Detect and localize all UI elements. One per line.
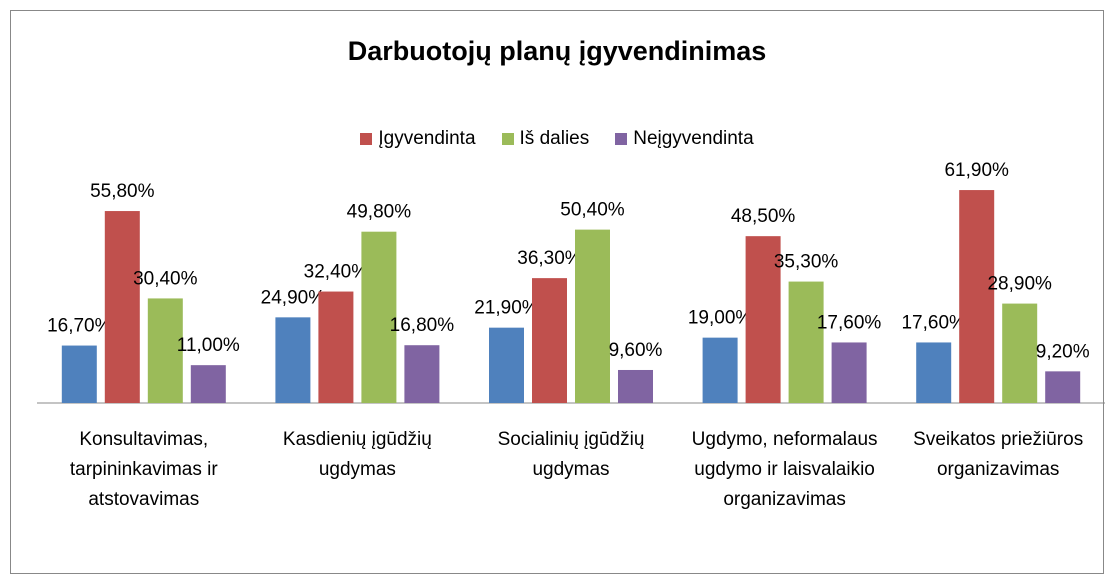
x-tick-label: Sveikatos priežiūros organizavimas <box>913 429 1084 480</box>
chart-title: Darbuotojų planų įgyvendinimas <box>347 36 767 66</box>
data-label: 17,60% <box>817 312 882 333</box>
bar <box>1002 303 1038 403</box>
legend-label: Įgyvendinta <box>378 128 476 149</box>
data-label: 55,80% <box>90 181 155 202</box>
data-label: 32,40% <box>304 262 369 283</box>
data-label: 61,90% <box>944 160 1009 181</box>
bar <box>275 317 311 403</box>
data-label: 48,50% <box>731 206 796 227</box>
bar <box>532 278 567 403</box>
data-label: 16,70% <box>47 316 112 337</box>
data-label: 9,20% <box>1036 341 1090 362</box>
legend-label: Neįgyvendinta <box>633 128 754 149</box>
bar <box>61 345 97 403</box>
bar <box>147 298 183 403</box>
data-label: 30,40% <box>133 268 198 289</box>
legend-item: Iš dalies <box>501 128 590 150</box>
bar <box>190 365 226 403</box>
data-label: 21,90% <box>474 298 539 319</box>
x-tick-label: Kasdienių įgūdžių ugdymas <box>282 429 432 480</box>
bar <box>1045 371 1081 403</box>
data-label: 19,00% <box>688 308 753 329</box>
bar <box>575 229 610 403</box>
bar <box>788 281 824 403</box>
bar <box>831 342 867 403</box>
x-tick-label: Konsultavimas, tarpininkavimas ir atstov… <box>69 429 218 510</box>
data-label: 49,80% <box>347 202 412 223</box>
bar <box>404 345 440 403</box>
bar <box>361 231 397 403</box>
data-label: 35,30% <box>774 252 839 273</box>
legend: Įgyvendinta Iš dalies Neįgyvendinta <box>0 128 1114 150</box>
legend-item: Neįgyvendinta <box>615 128 754 150</box>
data-label: 24,90% <box>261 287 326 308</box>
chart-border <box>10 10 1104 574</box>
legend-swatch <box>360 133 373 145</box>
x-tick-label: Ugdymo, neformalaus ugdymo ir laisvalaik… <box>691 429 878 510</box>
data-label: 9,60% <box>609 340 663 361</box>
bar <box>318 291 354 403</box>
bar <box>916 342 952 403</box>
x-tick-label: Socialinių įgūdžių ugdymas <box>497 429 645 480</box>
data-label: 36,30% <box>517 248 582 269</box>
data-label: 50,40% <box>560 200 625 221</box>
data-label: 11,00% <box>177 335 240 356</box>
bar <box>702 337 738 403</box>
bar <box>959 190 995 403</box>
legend-label: Iš dalies <box>519 128 590 149</box>
data-label: 16,80% <box>390 315 455 336</box>
legend-item: Įgyvendinta <box>360 128 476 150</box>
legend-swatch <box>501 133 514 145</box>
bar <box>745 236 781 403</box>
bar <box>489 327 524 403</box>
bar <box>618 369 653 403</box>
bar <box>104 211 140 403</box>
data-label: 28,90% <box>987 274 1052 295</box>
data-label: 17,60% <box>901 312 966 333</box>
legend-swatch <box>615 133 628 145</box>
